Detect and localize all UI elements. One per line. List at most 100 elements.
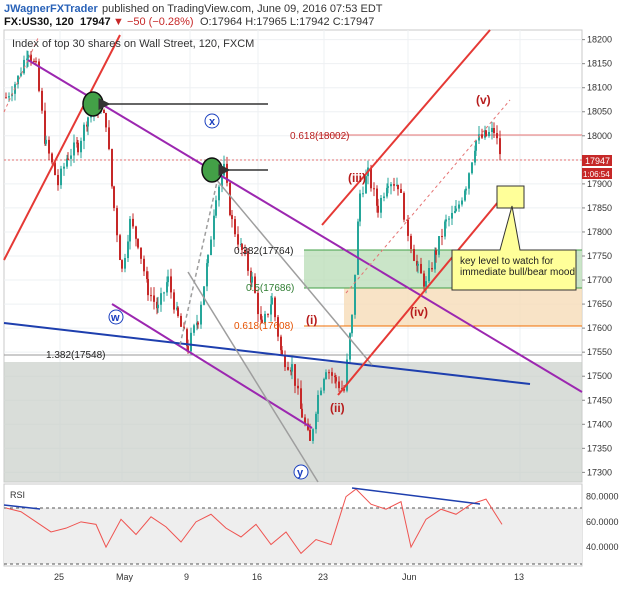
candle-body[interactable]: [187, 346, 189, 352]
candle-body[interactable]: [458, 204, 460, 209]
candle-body[interactable]: [143, 258, 145, 272]
candle-body[interactable]: [464, 190, 466, 201]
candle-body[interactable]: [54, 162, 56, 175]
candle-body[interactable]: [203, 286, 205, 305]
candle-body[interactable]: [386, 187, 388, 197]
candle-body[interactable]: [157, 304, 159, 309]
candle-body[interactable]: [304, 417, 306, 424]
candle-body[interactable]: [116, 208, 118, 236]
red-dashed-left[interactable]: [3, 37, 39, 113]
candle-body[interactable]: [416, 260, 418, 266]
candle-body[interactable]: [267, 313, 269, 315]
candle-body[interactable]: [423, 273, 425, 287]
candle-body[interactable]: [147, 278, 149, 296]
candle-body[interactable]: [234, 219, 236, 235]
candle-body[interactable]: [261, 319, 263, 323]
candle-body[interactable]: [370, 167, 372, 189]
candle-body[interactable]: [207, 255, 209, 264]
candle-body[interactable]: [197, 322, 199, 325]
key-level-box[interactable]: [496, 185, 525, 209]
callout-box[interactable]: [451, 205, 577, 291]
candle-body[interactable]: [362, 193, 364, 195]
candle-body[interactable]: [190, 332, 192, 352]
candle-body[interactable]: [48, 139, 50, 154]
candle-body[interactable]: [438, 236, 440, 255]
candle-body[interactable]: [420, 263, 422, 274]
candle-body[interactable]: [390, 184, 392, 187]
candle-body[interactable]: [132, 218, 134, 227]
candle-body[interactable]: [229, 182, 231, 216]
candle-body[interactable]: [380, 197, 382, 213]
candle-body[interactable]: [231, 215, 233, 220]
candle-body[interactable]: [434, 250, 436, 270]
candle-body[interactable]: [393, 184, 395, 186]
candle-body[interactable]: [87, 117, 89, 127]
candle-body[interactable]: [166, 282, 168, 293]
candle-body[interactable]: [403, 192, 405, 220]
candle-body[interactable]: [377, 205, 379, 213]
candle-body[interactable]: [77, 142, 79, 153]
candle-body[interactable]: [271, 297, 273, 305]
candle-body[interactable]: [274, 297, 276, 318]
candle-body[interactable]: [312, 429, 314, 441]
candle-body[interactable]: [17, 75, 19, 85]
candle-body[interactable]: [291, 364, 293, 372]
candle-body[interactable]: [455, 208, 457, 211]
candle-body[interactable]: [221, 175, 223, 187]
candle-body[interactable]: [70, 155, 72, 159]
author-name[interactable]: JWagnerFXTrader: [4, 3, 98, 15]
candle-body[interactable]: [376, 188, 378, 206]
grey-line-upper[interactable]: [209, 171, 373, 366]
candle-body[interactable]: [137, 238, 139, 248]
candle-body[interactable]: [471, 162, 473, 174]
red-channel-left[interactable]: [3, 34, 121, 261]
candle-body[interactable]: [346, 359, 348, 391]
candle-body[interactable]: [223, 163, 225, 176]
candle-body[interactable]: [20, 73, 22, 76]
candle-body[interactable]: [294, 364, 296, 386]
candle-body[interactable]: [475, 140, 477, 151]
candle-body[interactable]: [210, 239, 212, 256]
candle-body[interactable]: [309, 429, 311, 441]
red-channel-lower[interactable]: [337, 189, 509, 396]
candle-body[interactable]: [488, 132, 490, 137]
candle-body[interactable]: [315, 413, 317, 430]
candle-body[interactable]: [247, 253, 249, 271]
candle-body[interactable]: [213, 215, 215, 240]
candle-body[interactable]: [163, 292, 165, 294]
candle-body[interactable]: [241, 244, 243, 250]
candle-body[interactable]: [215, 200, 217, 216]
candle-body[interactable]: [45, 139, 47, 144]
candle-body[interactable]: [334, 375, 336, 378]
candle-body[interactable]: [51, 153, 53, 163]
candle-body[interactable]: [349, 333, 351, 360]
candle-body[interactable]: [150, 295, 152, 297]
candle-body[interactable]: [121, 260, 123, 269]
candle-body[interactable]: [454, 210, 456, 213]
candle-body[interactable]: [127, 241, 129, 259]
candle-body[interactable]: [496, 133, 498, 139]
candle-body[interactable]: [30, 54, 32, 61]
candle-body[interactable]: [400, 189, 402, 193]
candle-body[interactable]: [83, 124, 85, 141]
candle-body[interactable]: [287, 367, 289, 370]
rsi-divergence-right[interactable]: [351, 487, 481, 505]
candle-body[interactable]: [491, 128, 493, 133]
candle-body[interactable]: [441, 236, 443, 238]
candle-body[interactable]: [251, 276, 253, 283]
candle-body[interactable]: [105, 112, 107, 128]
candle-body[interactable]: [193, 325, 195, 333]
purple-upper-line[interactable]: [27, 59, 583, 393]
grey-line-lower[interactable]: [187, 271, 319, 483]
red-dashed-channel[interactable]: [345, 99, 511, 294]
candle-body[interactable]: [254, 276, 256, 293]
candle-body[interactable]: [323, 378, 325, 391]
candle-body[interactable]: [335, 377, 337, 382]
candle-body[interactable]: [435, 250, 437, 255]
candle-body[interactable]: [359, 193, 361, 222]
candle-body[interactable]: [425, 281, 427, 287]
blue-trendline[interactable]: [3, 322, 531, 385]
candle-body[interactable]: [407, 219, 409, 236]
candle-body[interactable]: [297, 385, 299, 389]
candle-body[interactable]: [23, 59, 25, 74]
